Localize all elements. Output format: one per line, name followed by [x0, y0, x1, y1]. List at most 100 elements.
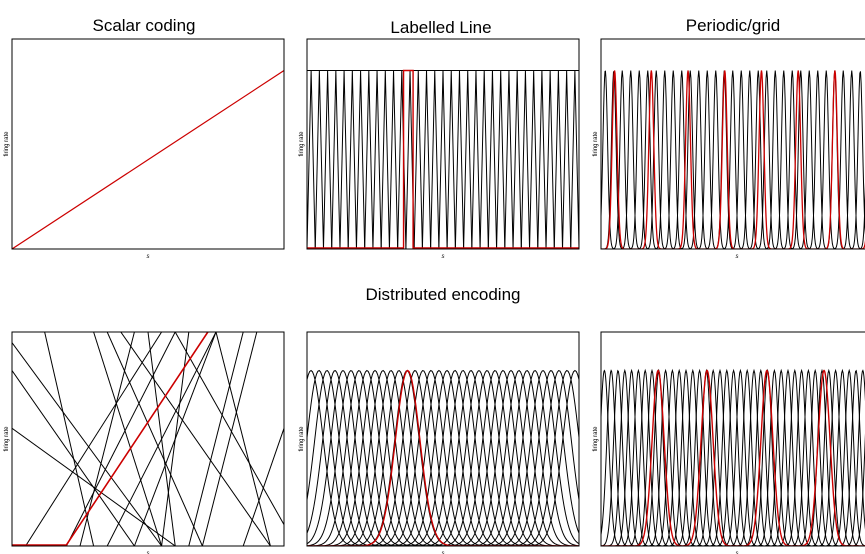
x-axis-label: s [736, 551, 739, 554]
tuning-curve [307, 369, 579, 546]
tuning-curve [520, 70, 531, 249]
tuning-curve [657, 368, 701, 546]
y-axis-label: firing rate [299, 426, 305, 452]
tuning-curve [413, 70, 423, 249]
tuning-curve [339, 70, 349, 249]
tuning-curve [12, 427, 176, 546]
tuning-curve [106, 332, 203, 546]
tuning-curve [438, 70, 448, 249]
tuning-curve [545, 70, 555, 249]
tuning-curve [161, 332, 190, 546]
tuning-curve [664, 368, 708, 546]
x-axis-label: s [442, 551, 445, 554]
y-axis-label: firing rate [299, 131, 305, 157]
tuning-curve [307, 370, 579, 546]
tuning-curve-highlight [307, 369, 579, 546]
tuning-curve [800, 368, 844, 546]
tuning-curve [307, 370, 579, 546]
panel-scalar: s firing rate [4, 38, 285, 260]
tuning-curve [479, 70, 489, 249]
tuning-curve [463, 70, 473, 249]
axes-frame [11, 38, 285, 250]
tuning-curve [307, 369, 579, 546]
tuning-curve [93, 332, 163, 546]
tuning-curve [307, 369, 579, 546]
axes-frame [306, 331, 580, 547]
tuning-curve-highlight [601, 70, 865, 249]
tuning-curve [512, 70, 522, 249]
tuning-curve [562, 70, 572, 249]
tuning-curve [307, 370, 579, 546]
tuning-curve [471, 70, 481, 249]
y-axis-label: firing rate [4, 131, 10, 157]
tuning-curve [307, 369, 579, 546]
tuning-curve [12, 342, 163, 546]
title-periodic-grid: Periodic/grid [686, 16, 781, 35]
plot-area-gaussian [307, 369, 579, 546]
panel-mixed: s firing rate [593, 331, 865, 554]
plot-area-scalar [12, 69, 284, 249]
plot-area-mixed [601, 368, 865, 546]
y-axis-label: firing rate [593, 131, 599, 157]
tuning-curve [307, 369, 579, 546]
panel-gaussian: s firing rate [299, 331, 580, 554]
tuning-curve [25, 332, 163, 546]
tuning-curve [397, 70, 407, 249]
tuning-curve [215, 332, 271, 546]
tuning-curve [322, 70, 333, 249]
title-scalar-coding: Scalar coding [92, 16, 195, 35]
tuning-curve [307, 370, 579, 546]
tuning-curve [307, 369, 579, 546]
axes-frame [600, 38, 865, 250]
tuning-curve [537, 70, 547, 249]
x-axis-label: s [147, 551, 150, 554]
tuning-curve [380, 70, 390, 249]
tuning-curve [307, 370, 579, 546]
tuning-curve [79, 332, 135, 546]
tuning-curve [307, 370, 579, 546]
tuning-curve [307, 369, 579, 546]
x-axis-label: s [147, 254, 150, 260]
tuning-curve [601, 369, 633, 546]
tuning-curve [307, 370, 579, 546]
tuning-curve [388, 70, 399, 249]
tuning-curve [188, 332, 244, 546]
tuning-curve [307, 369, 579, 546]
tuning-curve [529, 70, 539, 249]
tuning-curve [307, 370, 579, 546]
panel-periodic: s firing rate [593, 38, 865, 260]
title-labelled-line: Labelled Line [390, 18, 491, 37]
y-axis-label: firing rate [4, 426, 10, 452]
tuning-curve [201, 332, 258, 546]
axes-frame [11, 331, 285, 547]
tuning-curve [570, 70, 579, 249]
tuning-curve [430, 70, 440, 249]
tuning-curve [307, 370, 579, 546]
tuning-curve [307, 369, 579, 546]
tuning-curve [364, 70, 374, 249]
title-distributed-encoding: Distributed encoding [366, 285, 521, 304]
tuning-curve [355, 70, 366, 249]
tuning-curve [331, 70, 341, 249]
tuning-curve-highlight [12, 69, 284, 249]
tuning-curve [174, 332, 284, 525]
tuning-curve [372, 70, 382, 249]
tuning-curve [44, 332, 95, 546]
tuning-curve [307, 70, 316, 249]
tuning-curve-highlight [601, 369, 865, 546]
tuning-curve [307, 370, 579, 546]
tuning-curve [307, 370, 579, 546]
tuning-curve [147, 332, 176, 546]
plot-area-random [12, 332, 284, 546]
tuning-curve [307, 369, 579, 546]
plot-area-periodic [601, 70, 865, 249]
panels-group: s firing rate s firing rate s firing rate s fir… [4, 38, 865, 554]
tuning-curve [307, 369, 579, 546]
tuning-curve [496, 70, 506, 249]
tuning-curve [773, 368, 817, 546]
x-axis-label: s [736, 254, 739, 260]
tuning-curve [307, 370, 579, 546]
tuning-curve [347, 70, 357, 249]
x-axis-label: s [442, 254, 445, 260]
